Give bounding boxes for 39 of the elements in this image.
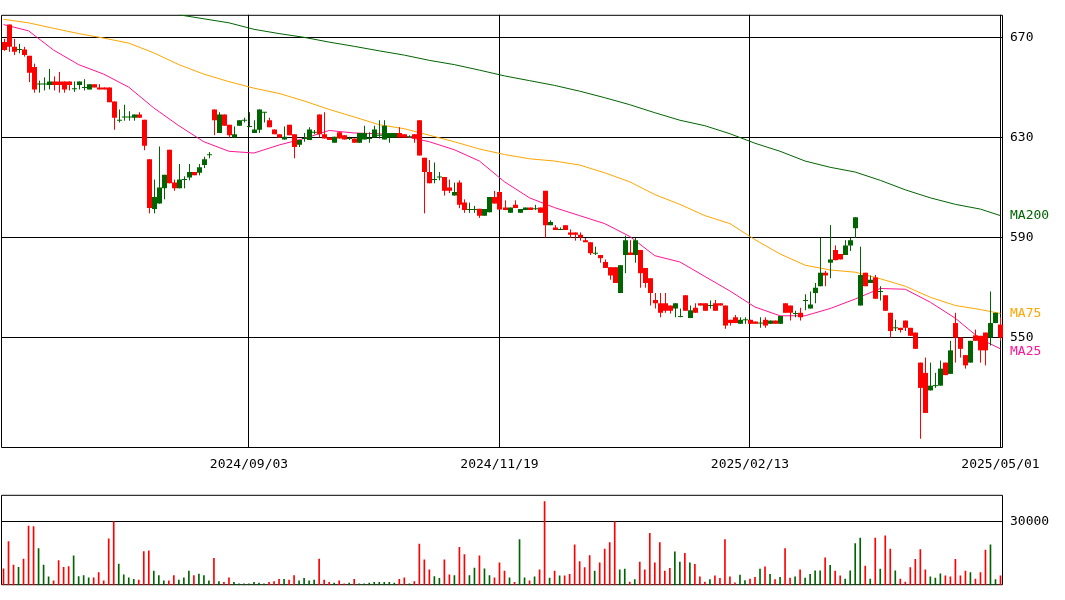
candlestick — [888, 312, 893, 339]
y-tick-label: 630 — [1010, 128, 1034, 144]
y-tick-label: 550 — [1010, 329, 1034, 345]
candlestick — [893, 319, 898, 332]
y-tick-label: 590 — [1010, 229, 1034, 245]
candlestick — [813, 282, 818, 304]
candlestick — [873, 274, 878, 300]
candlestick — [818, 237, 823, 287]
candlestick — [623, 235, 628, 274]
x-tick-label: 2025/02/13 — [710, 456, 790, 472]
candlestick — [217, 111, 222, 134]
candlestick — [633, 237, 638, 264]
candlestick — [803, 293, 808, 311]
y-tick-label: 670 — [1010, 28, 1034, 44]
candlestick — [878, 285, 883, 302]
candlestick — [422, 157, 427, 214]
candlestick — [432, 162, 437, 184]
candlestick — [998, 316, 1003, 342]
candlestick — [182, 175, 187, 189]
series-label: MA200 — [1010, 207, 1050, 222]
x-tick-label: 2024/11/19 — [460, 456, 539, 472]
candlestick — [117, 108, 122, 123]
candlestick — [72, 80, 77, 93]
candlestick — [317, 113, 322, 138]
candlestick — [948, 340, 953, 375]
candlestick — [953, 312, 958, 364]
candlestick — [162, 174, 167, 200]
candlestick — [247, 111, 252, 128]
candlestick — [988, 291, 993, 347]
candlestick — [828, 224, 833, 279]
y-tick-label: 30000 — [1010, 512, 1050, 528]
series-label: MA25 — [1010, 343, 1042, 359]
series-label: MA75 — [1010, 304, 1042, 320]
candlestick — [853, 216, 858, 239]
candlestick — [177, 163, 182, 189]
candlestick — [212, 108, 217, 136]
x-tick-label: 2024/09/03 — [209, 456, 289, 472]
candlestick — [758, 316, 763, 329]
x-tick-label: 2025/05/01 — [961, 456, 1040, 472]
